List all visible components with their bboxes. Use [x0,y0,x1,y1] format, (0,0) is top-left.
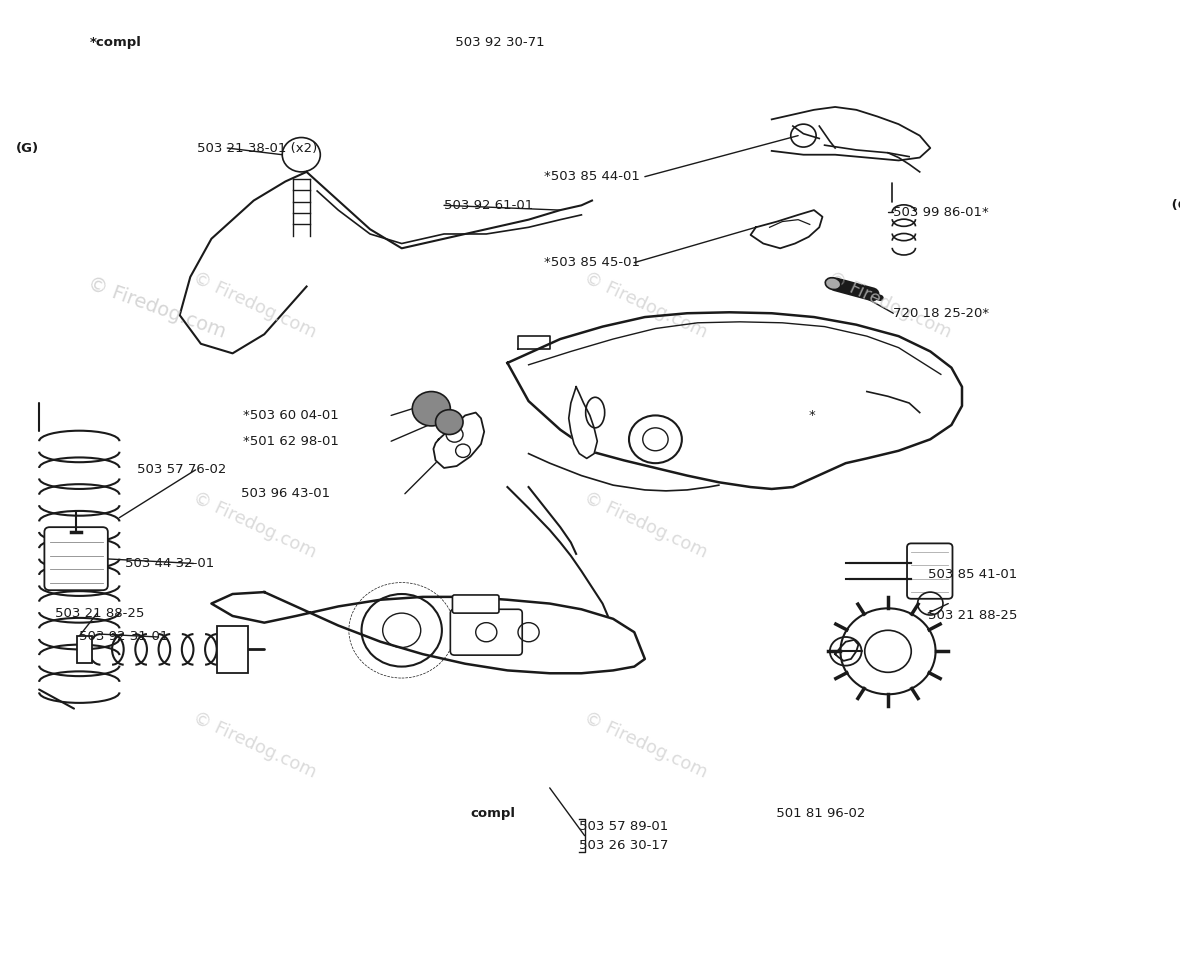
Text: *: * [808,409,815,422]
Text: 720 18 25-20*: 720 18 25-20* [893,307,989,320]
Text: 503 99 86-01*: 503 99 86-01* [893,205,989,219]
Text: *compl: *compl [90,36,142,50]
Text: 503 21 38-01 (x2): 503 21 38-01 (x2) [197,141,317,155]
Text: 503 92 30-71: 503 92 30-71 [452,36,545,50]
Text: (G): (G) [15,141,39,155]
Text: 503 85 41-01: 503 85 41-01 [929,568,1017,582]
Text: 503 44 32-01: 503 44 32-01 [125,557,214,570]
FancyBboxPatch shape [452,595,499,613]
FancyBboxPatch shape [907,543,952,599]
Text: 503 26 30-17: 503 26 30-17 [579,838,669,852]
Text: *503 85 44-01: *503 85 44-01 [544,170,641,183]
Text: 503 92 31-01: 503 92 31-01 [79,630,169,644]
Ellipse shape [825,278,841,289]
FancyBboxPatch shape [217,626,249,673]
Text: © Firedog.com: © Firedog.com [190,269,320,342]
Text: (G): (G) [1167,199,1180,212]
Text: © Firedog.com: © Firedog.com [582,709,710,781]
Text: 503 57 76-02: 503 57 76-02 [137,463,227,477]
Text: © Firedog.com: © Firedog.com [582,269,710,342]
Text: 503 21 88-25: 503 21 88-25 [929,609,1017,623]
FancyBboxPatch shape [451,609,523,655]
Text: © Firedog.com: © Firedog.com [85,274,228,341]
Text: compl: compl [471,807,516,820]
Polygon shape [211,592,644,673]
Polygon shape [569,387,597,458]
Text: *503 60 04-01: *503 60 04-01 [243,409,339,422]
Text: *503 85 45-01: *503 85 45-01 [544,256,641,269]
FancyBboxPatch shape [77,636,92,663]
Text: 503 57 89-01: 503 57 89-01 [579,819,669,833]
FancyBboxPatch shape [45,527,107,590]
Text: 503 92 61-01: 503 92 61-01 [444,199,533,212]
Polygon shape [507,312,962,489]
Polygon shape [750,210,822,248]
Circle shape [412,392,451,426]
FancyArrowPatch shape [835,285,873,294]
Text: 501 81 96-02: 501 81 96-02 [772,807,865,820]
Circle shape [435,410,463,435]
Text: © Firedog.com: © Firedog.com [190,489,320,562]
Text: © Firedog.com: © Firedog.com [582,489,710,562]
Text: 503 21 88-25: 503 21 88-25 [55,606,144,620]
Text: © Firedog.com: © Firedog.com [825,269,953,342]
Text: © Firedog.com: © Firedog.com [190,709,320,781]
Text: *501 62 98-01: *501 62 98-01 [243,435,339,448]
Polygon shape [433,413,484,468]
Text: 503 96 43-01: 503 96 43-01 [241,487,330,500]
